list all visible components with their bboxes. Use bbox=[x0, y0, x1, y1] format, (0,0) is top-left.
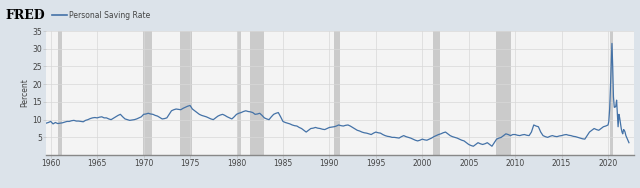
Text: Personal Saving Rate: Personal Saving Rate bbox=[69, 11, 150, 20]
Bar bbox=[180, 31, 191, 155]
Text: ✓: ✓ bbox=[37, 11, 42, 17]
Bar bbox=[610, 31, 614, 155]
Bar bbox=[143, 31, 152, 155]
Bar bbox=[58, 31, 61, 155]
Bar bbox=[237, 31, 241, 155]
Text: FRED: FRED bbox=[5, 9, 45, 22]
Bar bbox=[334, 31, 340, 155]
Y-axis label: Percent: Percent bbox=[20, 79, 29, 108]
Bar bbox=[250, 31, 264, 155]
Bar bbox=[433, 31, 440, 155]
Bar bbox=[496, 31, 511, 155]
